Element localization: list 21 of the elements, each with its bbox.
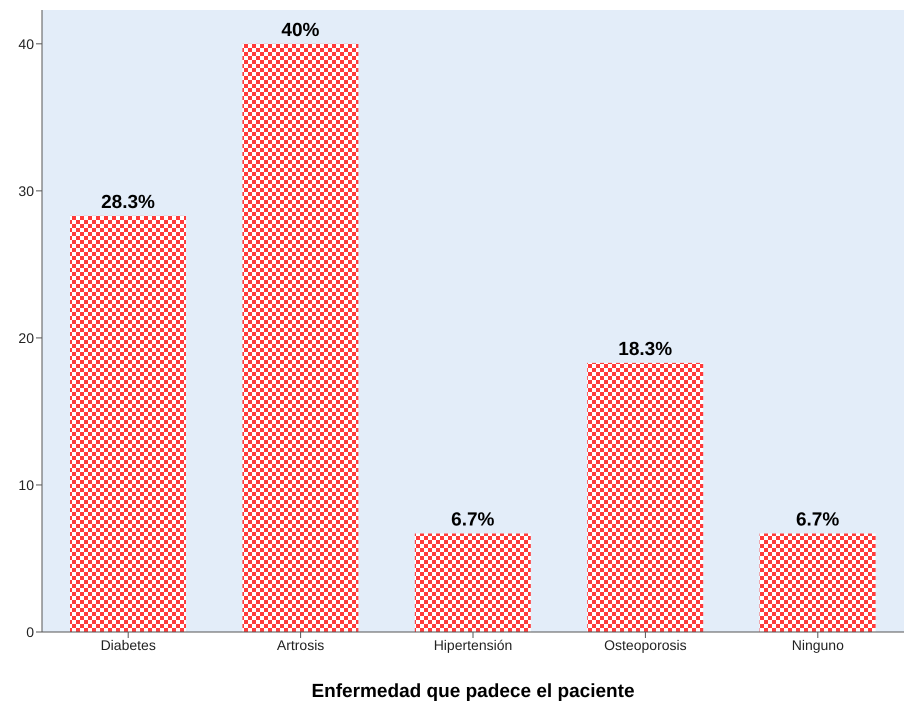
x-tick-label: Osteoporosis: [604, 636, 687, 653]
data-label: 40%: [281, 20, 320, 41]
x-axis-title: Enfermedad que padece el paciente: [311, 681, 635, 702]
x-tick-label: Hipertensión: [434, 636, 512, 653]
y-tick-label: 30: [18, 182, 34, 199]
y-tick-label: 10: [18, 476, 34, 493]
y-tick-label: 20: [18, 330, 34, 346]
x-tick-label: Diabetes: [100, 636, 156, 653]
data-label: 28.3%: [101, 192, 156, 213]
x-tick-label: Ninguno: [792, 636, 844, 653]
x-tick-label: Artrosis: [276, 636, 324, 653]
bar: [587, 362, 704, 632]
bar: [70, 216, 186, 632]
data-label: 6.7%: [796, 509, 840, 530]
bar: [242, 44, 358, 632]
bar: [414, 533, 531, 632]
data-label: 6.7%: [451, 509, 495, 530]
y-tick-label: 0: [26, 624, 34, 640]
data-label: 18.3%: [618, 338, 672, 360]
y-tick-label: 40: [18, 36, 34, 52]
bar: [760, 533, 876, 632]
